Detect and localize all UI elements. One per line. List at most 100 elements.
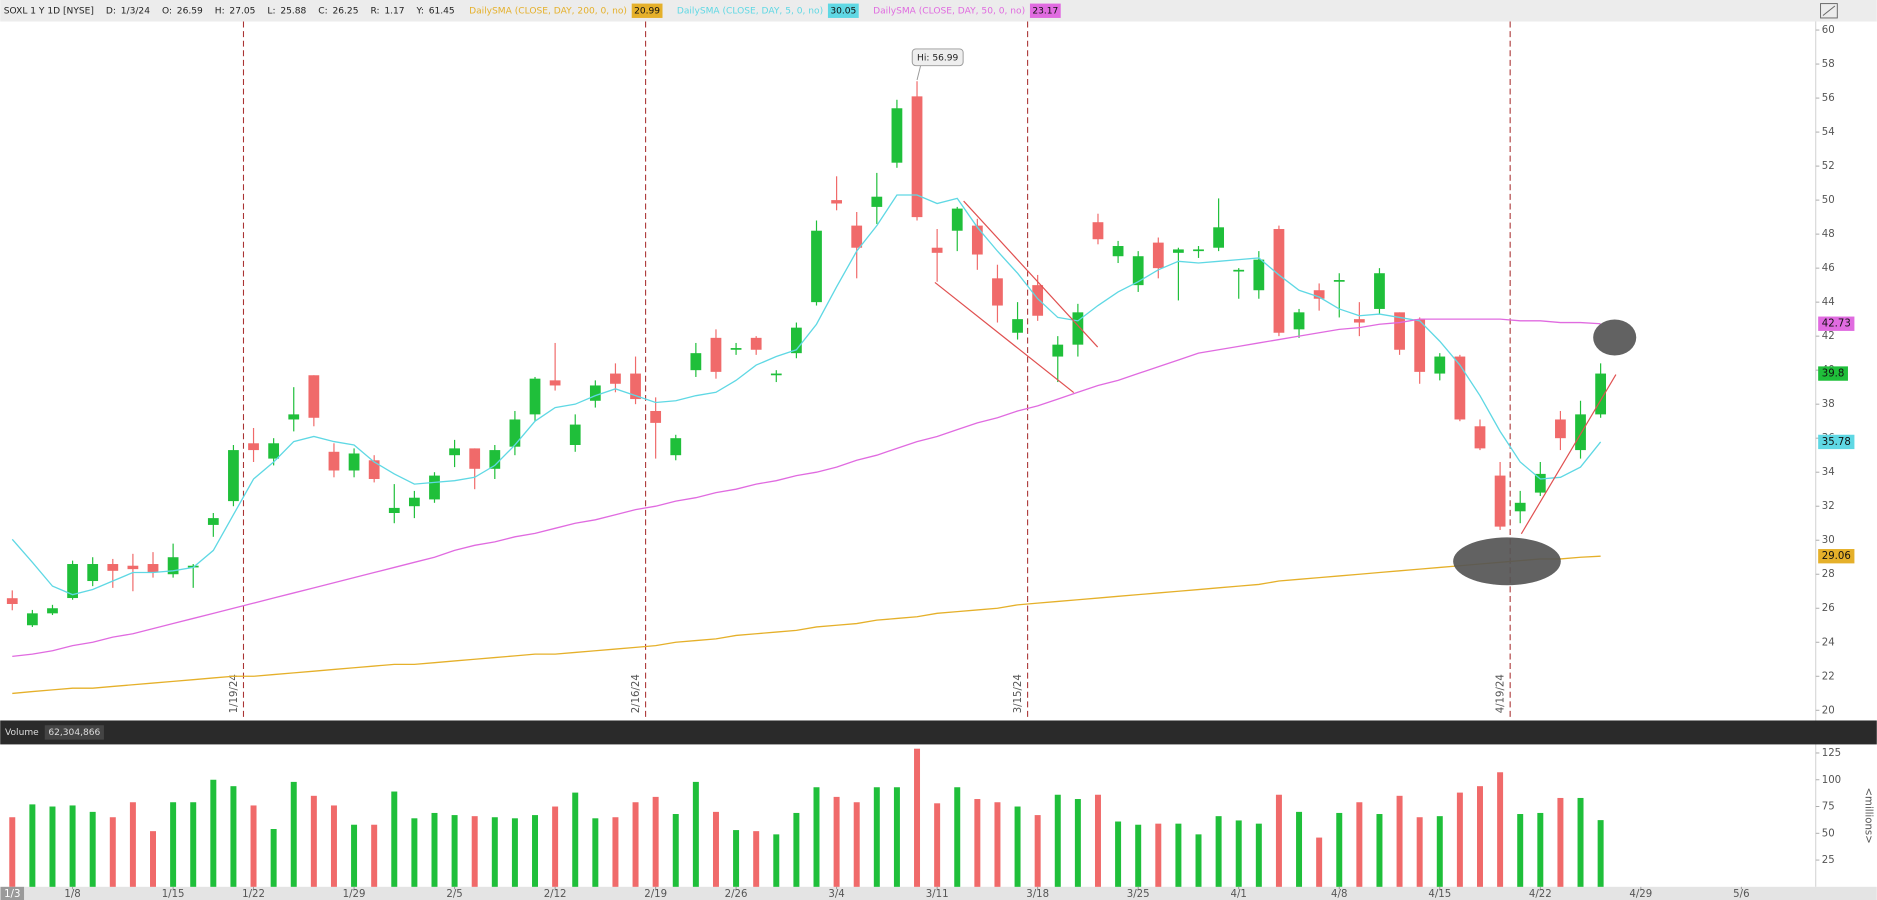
header-text: O: bbox=[162, 6, 172, 16]
price-tag-label: 42.73 bbox=[1822, 319, 1851, 330]
volume-bar bbox=[813, 787, 820, 887]
volume-bar bbox=[652, 796, 659, 887]
x-tick-label: 4/1 bbox=[1231, 889, 1247, 900]
candle-body bbox=[1534, 473, 1546, 493]
header-text: R: bbox=[370, 6, 379, 16]
volume-bar bbox=[250, 805, 257, 887]
callout-value: 56.99 bbox=[932, 53, 958, 63]
y-tick-label: 100 bbox=[1822, 775, 1841, 786]
candle-body bbox=[1253, 259, 1265, 291]
candle-body bbox=[1514, 502, 1526, 512]
volume-bar bbox=[471, 816, 478, 887]
icon-stroke bbox=[1822, 5, 1836, 16]
y-tick-label: 44 bbox=[1822, 297, 1835, 308]
volume-bar bbox=[672, 814, 679, 887]
header-text: DailySMA (CLOSE, DAY, 50, 0, no) bbox=[873, 6, 1025, 16]
candle-body bbox=[127, 565, 139, 570]
candle-body bbox=[1052, 344, 1064, 357]
volume-bar bbox=[431, 812, 438, 887]
volume-bar bbox=[893, 787, 900, 887]
candle-body bbox=[87, 564, 99, 582]
x-tick-label: 3/4 bbox=[828, 889, 844, 900]
volume-bar bbox=[69, 805, 76, 887]
volume-bar bbox=[1155, 823, 1162, 887]
y-tick-label: 26 bbox=[1822, 603, 1835, 614]
volume-bar bbox=[1477, 786, 1483, 887]
volume-bar bbox=[712, 811, 719, 887]
candle-body bbox=[730, 348, 742, 350]
volume-bar bbox=[1336, 812, 1343, 887]
candle-body bbox=[1173, 249, 1184, 253]
candle-body bbox=[710, 337, 722, 372]
volume-bar bbox=[1396, 795, 1403, 887]
date-axis-bar bbox=[0, 886, 1877, 900]
volume-bar bbox=[351, 824, 358, 887]
candle-body bbox=[368, 460, 380, 479]
event-label: 2/16/24 bbox=[631, 674, 642, 713]
volume-bar bbox=[692, 781, 699, 887]
x-tick-label: 5/6 bbox=[1733, 889, 1749, 900]
candle-body bbox=[167, 557, 179, 575]
volume-readout-box bbox=[44, 725, 104, 740]
chart-settings-icon[interactable] bbox=[1820, 3, 1838, 19]
candle-body bbox=[831, 200, 842, 204]
volume-bar bbox=[552, 806, 559, 887]
candle-body bbox=[971, 225, 983, 255]
x-tick-label: 2/26 bbox=[725, 889, 748, 900]
volume-bar bbox=[109, 817, 116, 887]
candle-body bbox=[107, 564, 119, 571]
volume-bar bbox=[532, 815, 539, 887]
trend-line bbox=[1520, 374, 1617, 535]
header-text: 30.05 bbox=[830, 6, 856, 16]
candle-body bbox=[750, 337, 762, 350]
volume-bar bbox=[330, 805, 337, 887]
header-text: 27.05 bbox=[229, 6, 255, 16]
candle-body bbox=[670, 438, 682, 456]
x-tick-label: 4/22 bbox=[1529, 889, 1552, 900]
x-tick-label: 1/8 bbox=[64, 889, 80, 900]
volume-bar bbox=[753, 831, 760, 887]
candle-body bbox=[1474, 426, 1486, 449]
volume-bar bbox=[210, 779, 217, 887]
y-tick-label: 28 bbox=[1822, 569, 1835, 580]
candle-body bbox=[1313, 290, 1325, 299]
candle-body bbox=[348, 453, 360, 471]
y-tick-label: 22 bbox=[1822, 671, 1835, 682]
event-label: 1/19/24 bbox=[229, 674, 240, 713]
volume-bar bbox=[793, 812, 800, 887]
volume-header-bar bbox=[0, 720, 1877, 745]
header-text: 26.25 bbox=[332, 6, 358, 16]
candle-body bbox=[308, 375, 320, 418]
header-text: L: bbox=[267, 6, 275, 16]
header-text: 20.99 bbox=[634, 6, 660, 16]
header-text: C: bbox=[318, 6, 327, 16]
candle-body bbox=[1595, 373, 1607, 415]
candle-body bbox=[569, 424, 581, 445]
x-tick-label: 1/3 bbox=[4, 889, 20, 900]
candle-body bbox=[47, 608, 58, 614]
candle-body bbox=[1012, 319, 1023, 333]
candle-body bbox=[1273, 229, 1285, 333]
volume-pane: Volume 62,304,866 25 50 75 100 125 <millions> 1/… bbox=[0, 725, 1873, 900]
volume-bar bbox=[1074, 799, 1081, 887]
volume-bar bbox=[934, 803, 941, 887]
volume-bar bbox=[270, 829, 277, 887]
candle-body bbox=[951, 208, 963, 231]
x-tick-label: 3/18 bbox=[1026, 889, 1049, 900]
candle-body bbox=[328, 451, 340, 471]
volume-bar bbox=[391, 791, 398, 887]
y-tick-label: 52 bbox=[1822, 161, 1835, 172]
volume-bar bbox=[49, 806, 56, 887]
candle-body bbox=[1233, 269, 1245, 272]
volume-bar bbox=[190, 802, 197, 887]
y-tick-label: 24 bbox=[1822, 637, 1835, 648]
candle-body bbox=[1112, 246, 1124, 257]
volume-bar bbox=[1054, 794, 1061, 887]
callout-pointer bbox=[916, 65, 922, 81]
candle-body bbox=[1193, 249, 1204, 252]
price-tag bbox=[1818, 316, 1855, 331]
header-bar bbox=[0, 0, 1877, 22]
y-tick-label: 38 bbox=[1822, 399, 1835, 410]
x-tick-label: 2/12 bbox=[544, 889, 567, 900]
